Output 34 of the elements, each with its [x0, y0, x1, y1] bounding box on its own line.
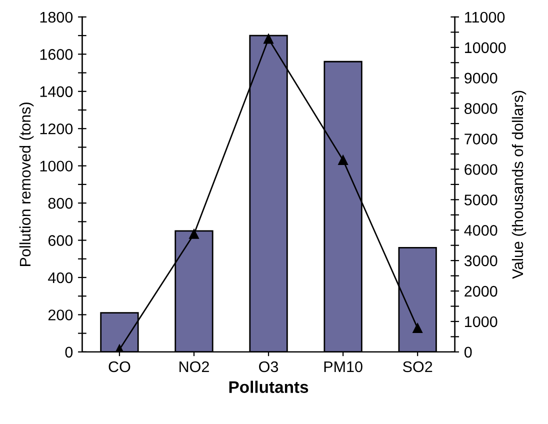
y-tick-label: 1000 — [40, 160, 73, 172]
y2-tick-label: 2000 — [464, 286, 498, 297]
point — [264, 34, 274, 44]
y2-tick-label: 0 — [464, 346, 472, 358]
y2-axis-title: Value (thousands of dollars) — [512, 90, 526, 279]
y2-tick-label: 3000 — [464, 255, 498, 266]
y2-tick-label: 8000 — [464, 103, 498, 114]
y-tick-label: 1800 — [40, 12, 73, 23]
y-tick-label: 200 — [48, 310, 73, 320]
x-tick-label: NO2 — [180, 361, 209, 372]
y-tick-label: 1600 — [40, 49, 73, 60]
y-tick-label: 400 — [48, 272, 73, 284]
y2-tick-label: 6000 — [464, 164, 498, 175]
y2-tick-label: 4000 — [464, 224, 498, 236]
x-tick-label: PM10 — [324, 361, 362, 372]
y2-tick-label: 11000 — [465, 12, 505, 23]
y-axis-title: Pollution removed (tons) — [19, 102, 34, 266]
y-tick-label: 1200 — [40, 123, 73, 134]
y2-tick-label: 9000 — [464, 72, 498, 84]
point — [338, 155, 348, 165]
y-tick-label: 600 — [48, 235, 73, 246]
x-axis-title: Pollutants — [229, 380, 308, 393]
point — [412, 323, 422, 334]
y2-tick-label: 7000 — [464, 134, 498, 144]
y-tick-label: 0 — [65, 346, 73, 358]
point — [189, 229, 199, 239]
y2-tick-label: 10000 — [465, 42, 506, 54]
x-tick-label: O3 — [259, 361, 278, 372]
y2-tick-label: 1000 — [465, 316, 498, 328]
x-tick-label: SO2 — [402, 361, 432, 372]
y-tick-label: 1400 — [40, 86, 73, 98]
y2-tick-label: 5000 — [464, 194, 498, 206]
y-tick-label: 800 — [48, 198, 73, 209]
x-tick-label: CO — [108, 361, 130, 372]
